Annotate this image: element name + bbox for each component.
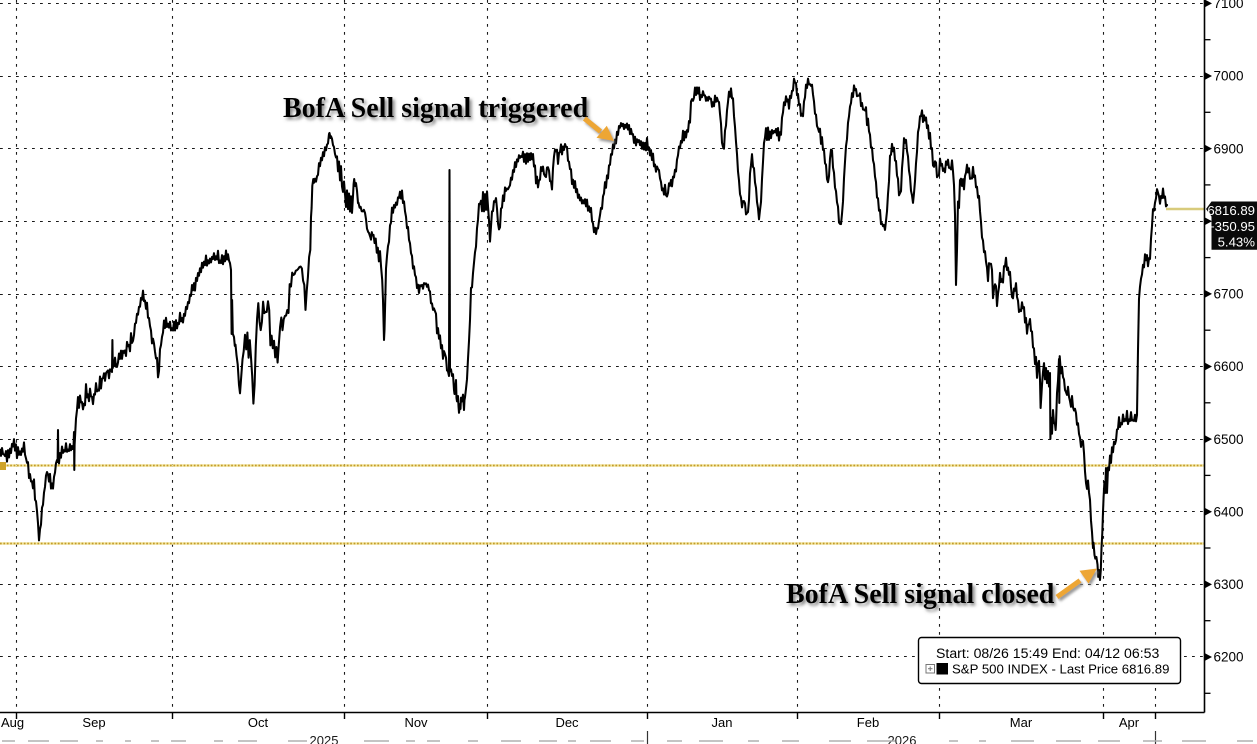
- svg-text:Nov: Nov: [404, 715, 428, 730]
- svg-text:6900: 6900: [1214, 141, 1244, 156]
- svg-text:6500: 6500: [1214, 432, 1244, 447]
- svg-text:BofA Sell signal closed: BofA Sell signal closed: [786, 579, 1055, 610]
- svg-text:6816.89: 6816.89: [1207, 203, 1255, 218]
- svg-text:6700: 6700: [1214, 287, 1244, 302]
- svg-text:Sep: Sep: [82, 715, 105, 730]
- svg-text:+350.95: +350.95: [1207, 219, 1255, 234]
- svg-text:Mar: Mar: [1010, 715, 1033, 730]
- svg-text:BofA Sell signal triggered: BofA Sell signal triggered: [283, 93, 589, 124]
- svg-text:Aug: Aug: [1, 715, 24, 730]
- svg-text:7000: 7000: [1214, 69, 1244, 84]
- svg-text:6400: 6400: [1214, 504, 1244, 519]
- svg-text:2025: 2025: [310, 733, 339, 744]
- svg-text:5.43%: 5.43%: [1218, 235, 1256, 250]
- svg-text:Dec: Dec: [555, 715, 579, 730]
- svg-text:Start: 08/26 15:49 End: 04/12: Start: 08/26 15:49 End: 04/12 06:53: [936, 645, 1159, 661]
- svg-text:7100: 7100: [1214, 0, 1244, 11]
- svg-text:6300: 6300: [1214, 577, 1244, 592]
- svg-text:6200: 6200: [1214, 650, 1244, 665]
- svg-text:S&P 500 INDEX - Last Price 681: S&P 500 INDEX - Last Price 6816.89: [952, 662, 1169, 677]
- svg-text:Jan: Jan: [712, 715, 733, 730]
- svg-text:Feb: Feb: [857, 715, 879, 730]
- svg-text:6600: 6600: [1214, 359, 1244, 374]
- svg-text:Oct: Oct: [248, 715, 269, 730]
- svg-text:Apr: Apr: [1119, 715, 1140, 730]
- svg-text:2026: 2026: [888, 733, 917, 744]
